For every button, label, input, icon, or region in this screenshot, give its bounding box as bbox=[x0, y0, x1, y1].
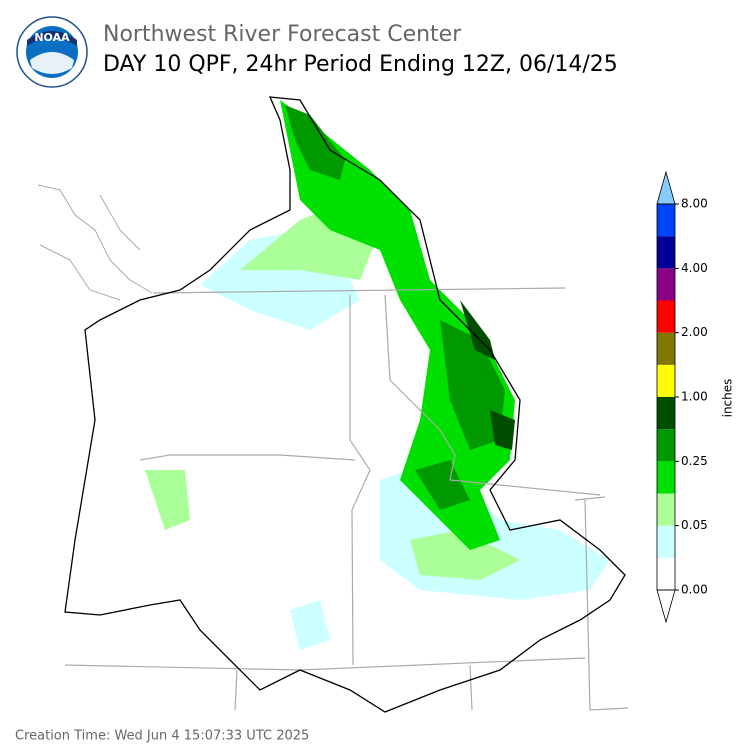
color-bin bbox=[657, 364, 675, 397]
under-arrow bbox=[656, 589, 676, 624]
tick-label: 0.25 bbox=[681, 454, 708, 468]
color-bin bbox=[657, 300, 675, 333]
color-bin bbox=[657, 332, 675, 365]
tick-label: 2.00 bbox=[681, 325, 708, 339]
color-bin bbox=[657, 493, 675, 526]
colorbar-label: inches bbox=[721, 379, 735, 418]
subtitle: DAY 10 QPF, 24hr Period Ending 12Z, 06/1… bbox=[103, 52, 618, 77]
logo-text: NOAA bbox=[34, 31, 70, 44]
tick-label: 8.00 bbox=[681, 197, 708, 211]
color-bin bbox=[657, 397, 675, 430]
color-bin bbox=[657, 525, 675, 558]
creation-time: Creation Time: Wed Jun 4 15:07:33 UTC 20… bbox=[15, 729, 309, 744]
color-bin bbox=[657, 268, 675, 301]
noaa-logo: NOAA bbox=[16, 16, 88, 88]
color-bin bbox=[657, 429, 675, 462]
over-arrow bbox=[656, 170, 676, 205]
tick-label: 4.00 bbox=[681, 261, 708, 275]
color-bin bbox=[657, 461, 675, 494]
tick-label: 0.05 bbox=[681, 518, 708, 532]
color-bin bbox=[657, 557, 675, 590]
tick-label: 0.00 bbox=[681, 583, 708, 597]
tick-label: 1.00 bbox=[681, 390, 708, 404]
map bbox=[37, 96, 629, 713]
color-bin bbox=[657, 236, 675, 269]
title: Northwest River Forecast Center bbox=[103, 22, 462, 47]
color-bin bbox=[657, 204, 675, 237]
colorbar: 0.00 0.05 0.25 1.00 2.00 4.00 8.00 bbox=[656, 170, 708, 624]
